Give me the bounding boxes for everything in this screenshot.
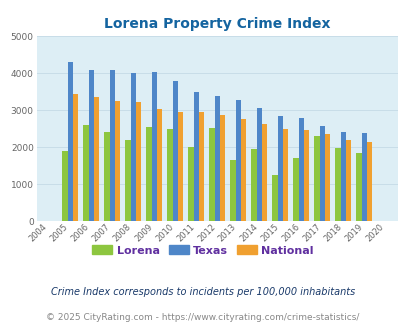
Bar <box>324 134 329 221</box>
Bar <box>240 119 245 221</box>
Bar <box>135 102 141 221</box>
Bar <box>298 118 303 221</box>
Bar <box>198 113 204 221</box>
Bar <box>188 147 193 221</box>
Bar <box>88 70 94 221</box>
Bar <box>193 92 198 221</box>
Bar <box>282 129 288 221</box>
Bar <box>83 125 88 221</box>
Bar <box>230 160 235 221</box>
Bar <box>235 100 240 221</box>
Bar <box>177 112 183 221</box>
Bar <box>319 126 324 221</box>
Bar <box>172 81 177 221</box>
Bar <box>303 130 308 221</box>
Bar <box>293 158 298 221</box>
Bar <box>67 62 72 221</box>
Bar <box>272 175 277 221</box>
Bar <box>104 132 109 221</box>
Bar <box>167 129 172 221</box>
Bar <box>335 148 340 221</box>
Bar <box>130 73 135 221</box>
Bar <box>256 108 261 221</box>
Bar <box>115 101 120 221</box>
Bar <box>125 140 130 221</box>
Bar <box>345 140 350 221</box>
Title: Lorena Property Crime Index: Lorena Property Crime Index <box>104 17 330 31</box>
Bar <box>251 149 256 221</box>
Text: © 2025 CityRating.com - https://www.cityrating.com/crime-statistics/: © 2025 CityRating.com - https://www.city… <box>46 313 359 322</box>
Bar <box>109 70 115 221</box>
Bar <box>94 97 99 221</box>
Bar <box>313 136 319 221</box>
Bar <box>366 142 371 221</box>
Bar <box>62 151 67 221</box>
Bar <box>219 115 224 221</box>
Bar <box>361 133 366 221</box>
Bar <box>261 124 266 221</box>
Bar <box>209 128 214 221</box>
Bar <box>277 116 282 221</box>
Bar <box>72 94 78 221</box>
Bar <box>214 96 219 221</box>
Bar <box>151 72 156 221</box>
Bar <box>146 127 151 221</box>
Text: Crime Index corresponds to incidents per 100,000 inhabitants: Crime Index corresponds to incidents per… <box>51 287 354 297</box>
Bar <box>340 132 345 221</box>
Legend: Lorena, Texas, National: Lorena, Texas, National <box>87 241 318 260</box>
Bar <box>356 153 361 221</box>
Bar <box>156 109 162 221</box>
